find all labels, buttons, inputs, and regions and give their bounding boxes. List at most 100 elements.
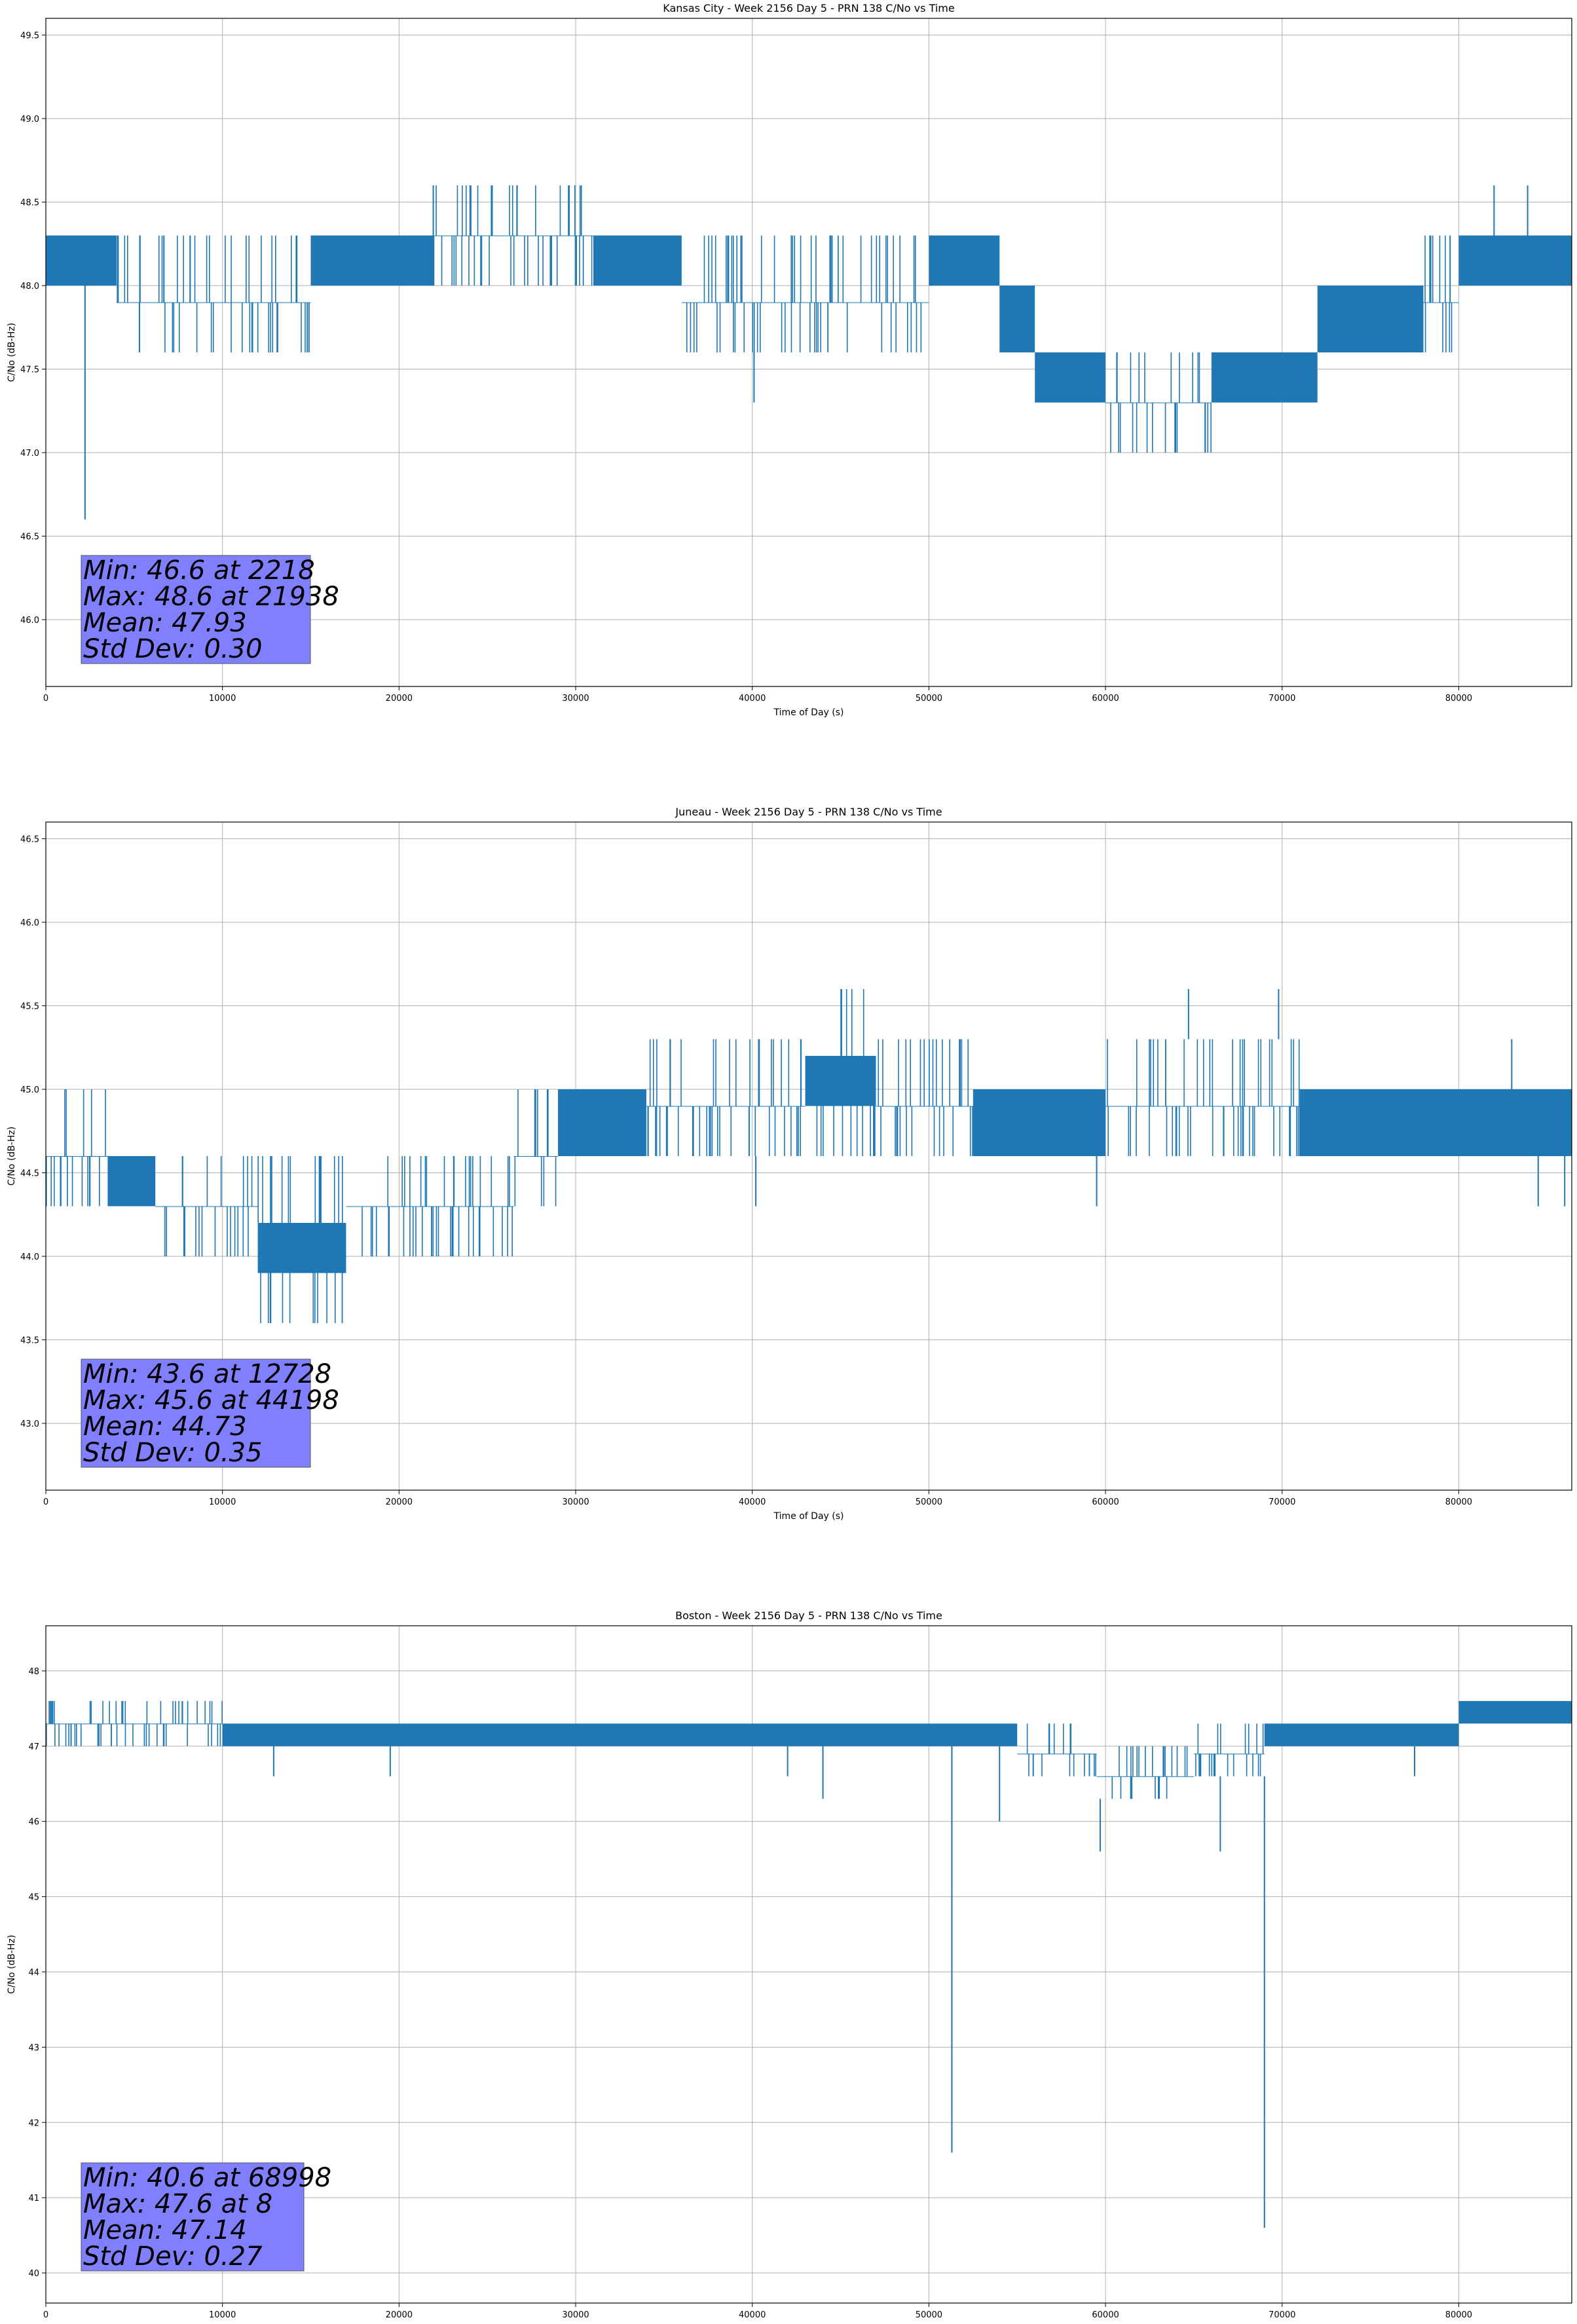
chart-1-series-band	[1105, 1106, 1300, 1107]
chart-1-series-band	[973, 1089, 1106, 1156]
chart-0-x-tick-label: 40000	[739, 694, 766, 703]
chart-0-stats-line: Std Dev: 0.30	[83, 634, 263, 664]
chart-2-x-tick-label: 30000	[562, 2310, 589, 2320]
chart-0-stats-line: Min: 46.6 at 2218	[83, 555, 315, 586]
chart-2-y-tick-label: 42	[28, 2118, 39, 2128]
chart-0-series-band	[1317, 286, 1424, 352]
chart-0-x-tick-label: 50000	[916, 694, 942, 703]
chart-2-title: Boston - Week 2156 Day 5 - PRN 138 C/No …	[675, 1609, 942, 1622]
chart-2-stats-box	[81, 2162, 305, 2272]
chart-1-series-band	[558, 1089, 646, 1156]
chart-2-series-band	[1096, 1776, 1194, 1777]
chart-0-x-tick-label: 70000	[1269, 694, 1295, 703]
chart-0-series-band	[929, 235, 1000, 286]
chart-1-x-tick-label: 40000	[739, 1497, 766, 1507]
chart-2-x-tick-label: 50000	[916, 2310, 942, 2320]
chart-2-series-band	[222, 1723, 1018, 1746]
chart-0-axes-frame	[45, 18, 1572, 687]
chart-0-x-tick-label: 80000	[1445, 694, 1472, 703]
chart-0-y-tick-label: 48.5	[20, 198, 39, 208]
chart-1-series-band	[513, 1156, 559, 1157]
chart-2-series-band	[1193, 1753, 1265, 1755]
chart-0-y-tick-label: 46.0	[20, 616, 39, 626]
chart-0-x-tick-label: 0	[43, 694, 48, 703]
boston-chart: 0 10000 20000 30000 40000 50000 60000 70000 8000…	[7, 1609, 1572, 2320]
chart-2-x-tick-label: 70000	[1269, 2310, 1295, 2320]
chart-2-y-tick-label: 40	[28, 2269, 39, 2279]
chart-2-y-tick-label: 46	[28, 1818, 39, 1827]
chart-0-y-axis-label: C/No (dB-Hz)	[7, 323, 17, 382]
chart-0-series-band	[1458, 235, 1572, 286]
chart-0-x-tick-label: 60000	[1092, 694, 1119, 703]
chart-2-series-band	[1017, 1753, 1097, 1755]
chart-1-stats-line: Std Dev: 0.35	[83, 1438, 263, 1468]
chart-1-series-line	[45, 989, 1572, 1323]
chart-0-series-band	[1035, 352, 1106, 403]
chart-1-y-tick-label: 45.0	[20, 1085, 39, 1095]
chart-0-stats-line: Max: 48.6 at 21938	[83, 582, 339, 612]
chart-1-stats-box	[81, 1359, 311, 1468]
chart-1-x-tick-label: 10000	[209, 1497, 236, 1507]
chart-1-series-band	[46, 1156, 108, 1157]
chart-1-y-tick-label: 45.5	[20, 1002, 39, 1012]
chart-1-y-tick-label: 46.0	[20, 918, 39, 928]
chart-2-y-tick-label: 43	[28, 2043, 39, 2053]
chart-0-y-tick-label: 47.0	[20, 449, 39, 459]
chart-0-stats-box	[81, 555, 311, 664]
chart-0-y-tick-label: 49.5	[20, 31, 39, 41]
chart-0-x-tick-label: 30000	[562, 694, 589, 703]
chart-2-x-tick-label: 0	[43, 2310, 48, 2320]
chart-1-series-band	[107, 1156, 156, 1207]
chart-0-series-band	[46, 235, 117, 286]
chart-1-y-tick-label: 43.5	[20, 1336, 39, 1346]
chart-1-x-tick-label: 80000	[1445, 1497, 1472, 1507]
chart-1-x-tick-label: 0	[43, 1497, 48, 1507]
chart-2-y-axis-label: C/No (dB-Hz)	[7, 1935, 17, 1994]
chart-1-series-band	[257, 1223, 346, 1273]
chart-1-y-tick-label: 44.0	[20, 1252, 39, 1262]
chart-0-title: Kansas City - Week 2156 Day 5 - PRN 138 …	[663, 2, 954, 14]
chart-2-x-tick-label: 10000	[209, 2310, 236, 2320]
chart-1-x-axis-label: Time of Day (s)	[773, 1511, 844, 1522]
chart-0-y-tick-label: 47.5	[20, 365, 39, 375]
chart-0-series-band	[1211, 352, 1318, 403]
chart-0-y-tick-label: 46.5	[20, 533, 39, 542]
chart-0-x-axis-label: Time of Day (s)	[773, 707, 844, 718]
chart-2-x-tick-label: 80000	[1445, 2310, 1472, 2320]
chart-2-stats-line: Std Dev: 0.27	[83, 2241, 263, 2272]
chart-1-x-tick-label: 30000	[562, 1497, 589, 1507]
chart-1-series-band	[646, 1106, 699, 1107]
chart-2-x-tick-label: 20000	[386, 2310, 413, 2320]
chart-2-series-band	[46, 1723, 223, 1725]
chart-2-y-tick-label: 44	[28, 1968, 39, 1977]
chart-1-stats-line: Min: 43.6 at 12728	[83, 1359, 331, 1389]
chart-1-title: Juneau - Week 2156 Day 5 - PRN 138 C/No …	[675, 806, 942, 818]
chart-2-y-tick-label: 48	[28, 1667, 39, 1677]
chart-0-series-band	[999, 286, 1035, 352]
chart-2-y-tick-label: 45	[28, 1893, 39, 1903]
chart-2-series-band	[1458, 1700, 1572, 1724]
chart-0-y-tick-label: 48.0	[20, 282, 39, 291]
chart-1-axes-frame	[45, 821, 1572, 1491]
chart-1-stats-line: Mean: 44.73	[83, 1412, 247, 1442]
chart-2-stats-line: Mean: 47.14	[83, 2215, 247, 2245]
chart-0-series-band	[593, 235, 682, 286]
chart-1-series-band	[699, 1106, 806, 1107]
chart-1-x-tick-label: 50000	[916, 1497, 942, 1507]
chart-2-y-tick-label: 41	[28, 2194, 39, 2203]
chart-1-y-tick-label: 46.5	[20, 835, 39, 845]
chart-2-y-tick-label: 47	[28, 1742, 39, 1752]
chart-2-x-tick-label: 60000	[1092, 2310, 1119, 2320]
chart-1-x-tick-label: 70000	[1269, 1497, 1295, 1507]
chart-2-stats-line: Min: 40.6 at 68998	[83, 2163, 331, 2193]
chart-1-series-band	[876, 1106, 973, 1107]
juneau-chart: 0 10000 20000 30000 40000 50000 60000 70000 8000…	[7, 806, 1572, 1522]
kansas-city-chart: 0 10000 20000 30000 40000 50000 60000 70000 8000…	[7, 2, 1572, 718]
chart-0-y-tick-label: 49.0	[20, 115, 39, 124]
chart-1-x-tick-label: 20000	[386, 1497, 413, 1507]
chart-2-series-band	[1264, 1723, 1459, 1746]
chart-0-x-tick-label: 10000	[209, 694, 236, 703]
